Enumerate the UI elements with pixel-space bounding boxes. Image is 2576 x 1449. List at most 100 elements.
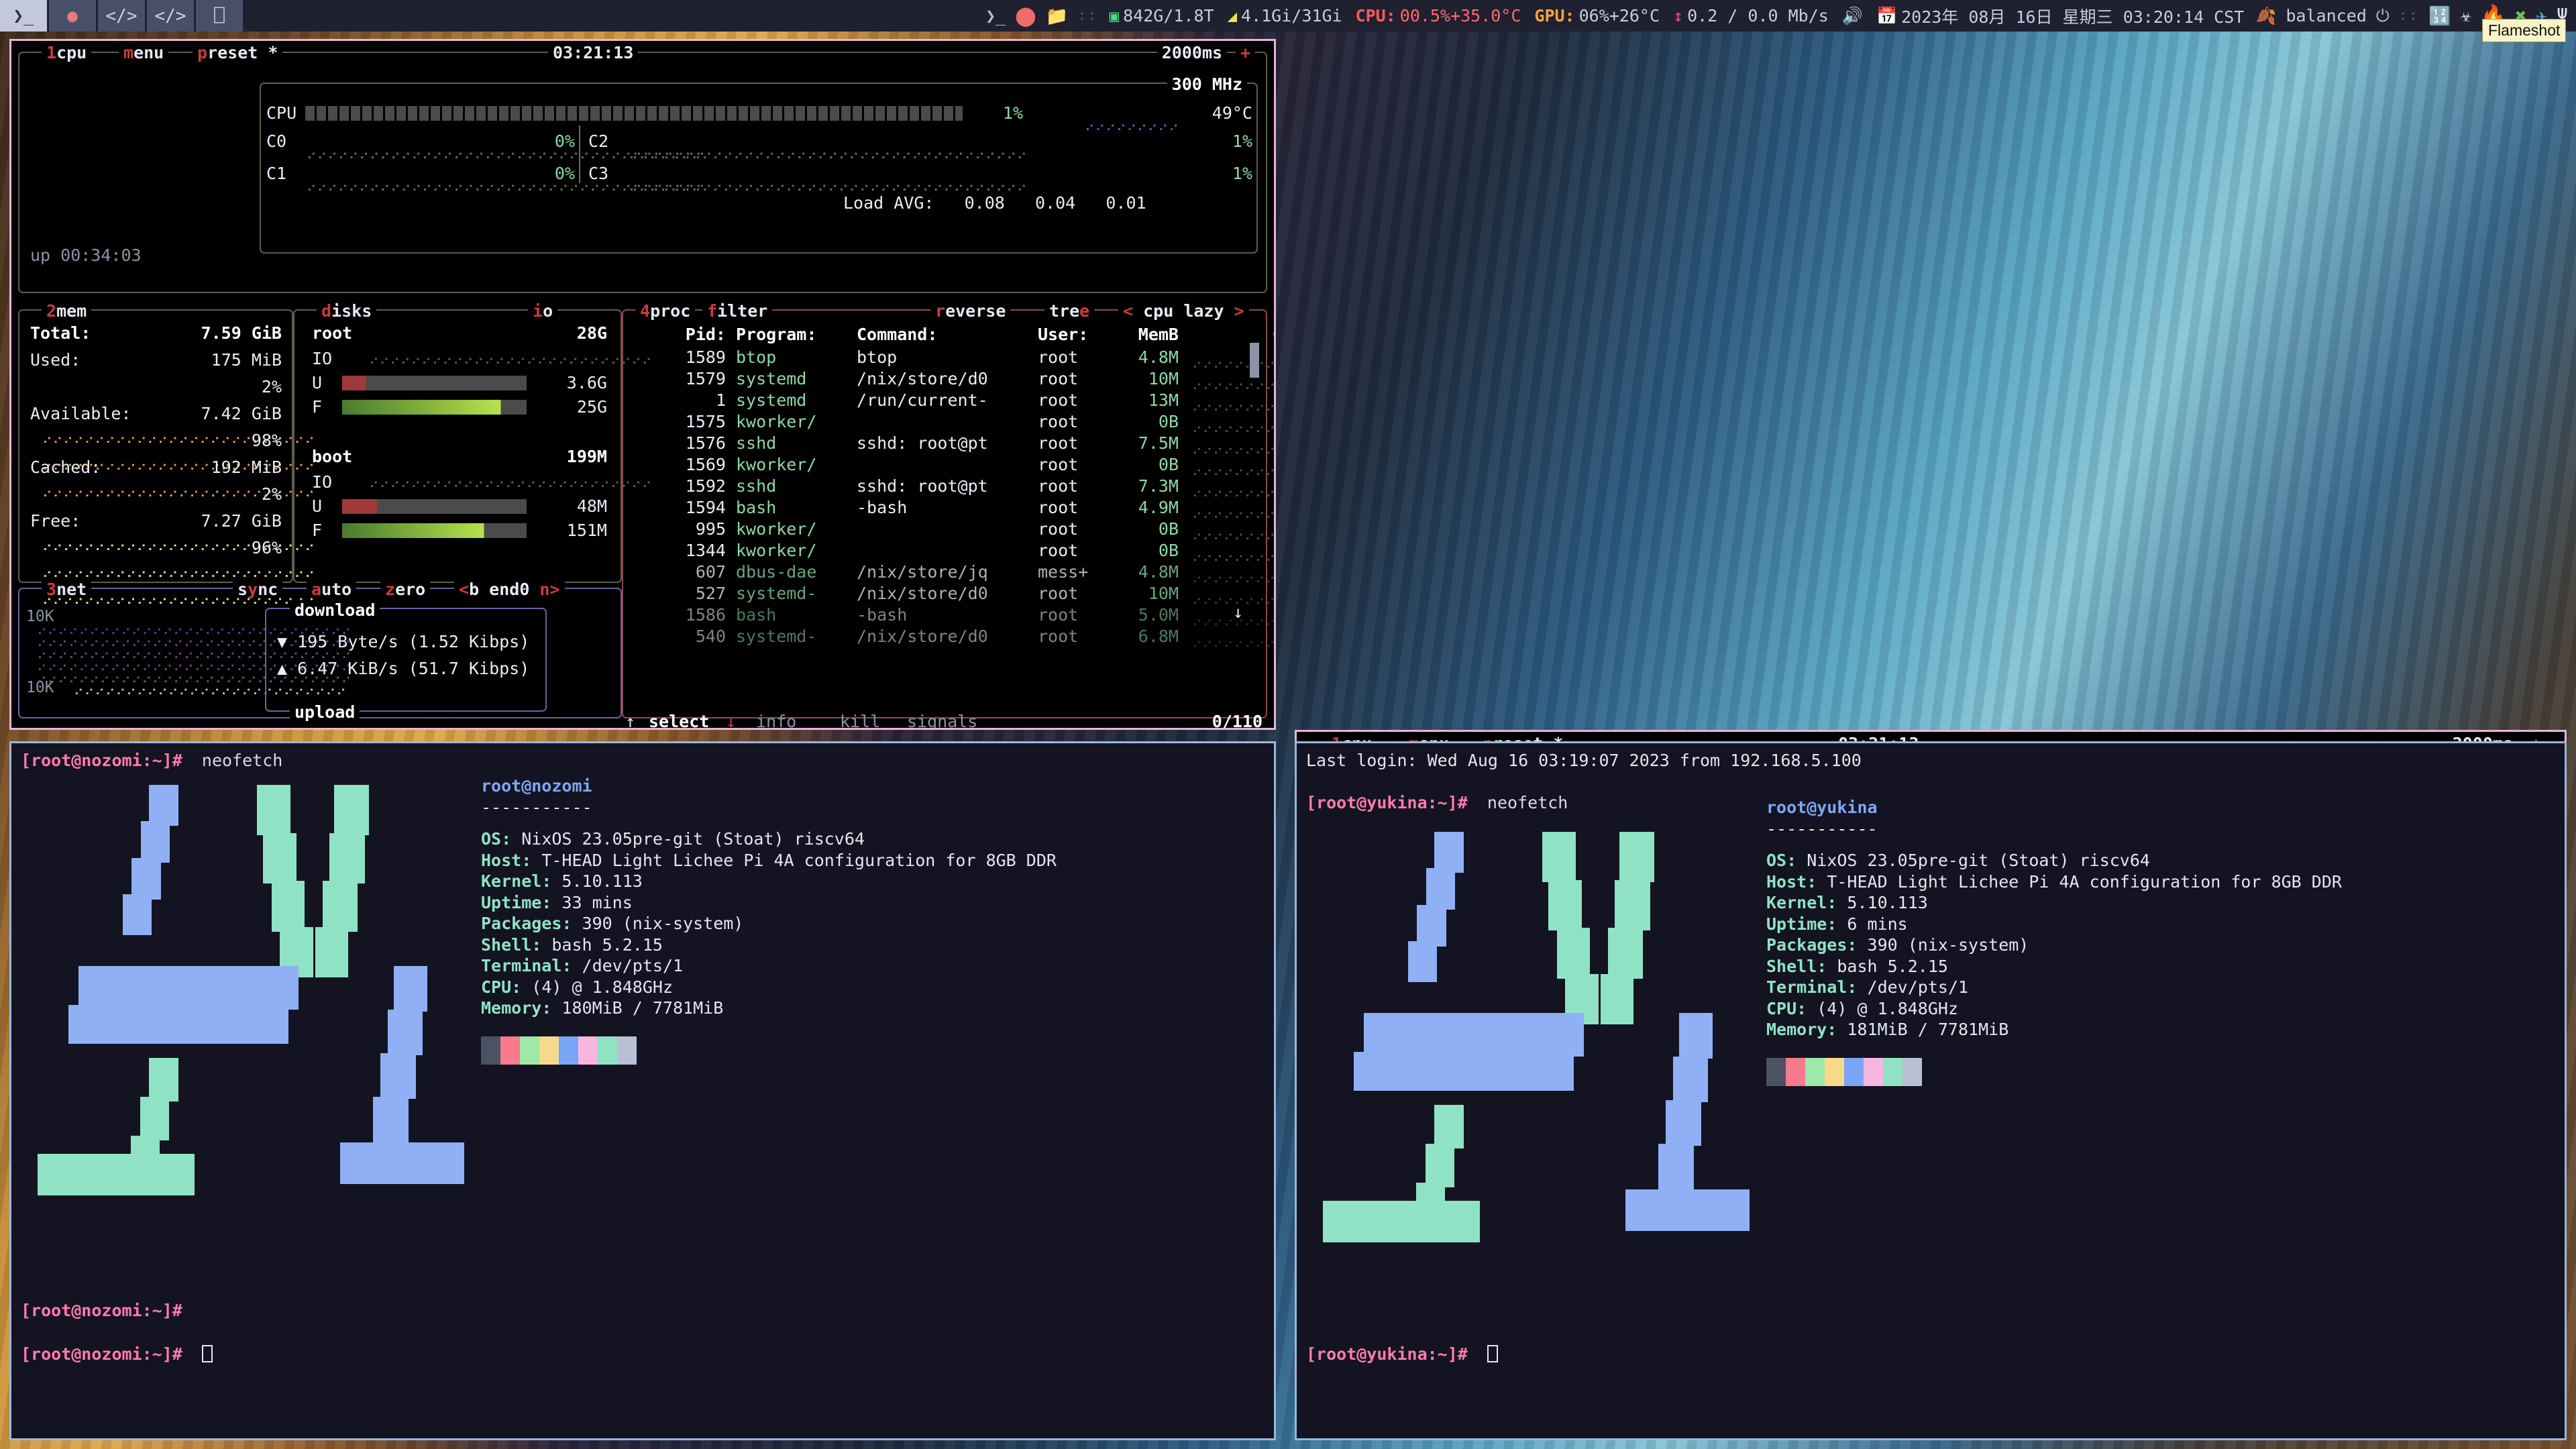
proc-program: systemd [736, 369, 807, 388]
proc-pid: 1576 [685, 433, 726, 453]
neofetch-palette [1766, 1057, 2342, 1091]
cpu-box-title[interactable]: 1cpu [42, 44, 92, 61]
proc-pid: 1579 [685, 369, 726, 388]
cpu-detail-box [260, 83, 1258, 254]
terminal-tray-icon[interactable]: ❯_ [985, 6, 1006, 25]
proc-pid: 1 [715, 390, 726, 410]
proc-pid: 607 [695, 562, 726, 582]
bluetooth-icon[interactable]: 🔢 [2428, 5, 2451, 27]
neofetch-field-key: Kernel: [481, 871, 552, 891]
mem-row: Available:7.42 GiB [30, 404, 282, 423]
display-icon[interactable]: ⎕ [196, 0, 243, 32]
code-icon[interactable]: </> [98, 0, 145, 32]
terminal-left-content[interactable]: [root@nozomi:~]# neofetch root@nozomi --… [11, 743, 1274, 1438]
table-row[interactable]: 1579systemd/nix/store/d0root10M⠊⠊⠊⠊⠊⠊⠊⠊⠊… [635, 366, 1274, 396]
disks-io-title[interactable]: io [528, 303, 558, 319]
proc-sort-selector[interactable]: < cpu lazy > [1118, 303, 1249, 319]
speaker-icon[interactable]: 🔊 [1841, 5, 1863, 25]
proc-scroll-down-arrow[interactable]: ↓ [1232, 602, 1243, 622]
memory-indicator[interactable]: ◢ 4.1Gi/31Gi [1226, 6, 1344, 25]
drag-handle[interactable]: :: [1077, 7, 1098, 24]
leaf-icon[interactable]: 🍂 [2255, 5, 2277, 25]
mem-pct-row: ⠊⠊⠊⠊⠊⠊⠊⠊⠊⠊⠊⠊⠊⠊⠊⠊⠊⠊⠊⠊⠊⠊⠊⠊⠊⠊⠊⠊⠊⠊⠊⠊⠊⠊⠊⠊⠊⠊⠊⠊… [42, 431, 315, 504]
neofetch-field: Kernel: 5.10.113 [1766, 892, 2342, 914]
terminal-window-right[interactable]: Last login: Wed Aug 16 03:19:07 2023 fro… [1295, 741, 2567, 1440]
table-row[interactable]: 527systemd-/nix/store/d0root10M⠊⠊⠊⠊⠊⠊⠊⠊⠊… [635, 580, 1274, 610]
table-row[interactable]: 607 dbus-dae/nix/store/jq mess+ 4.8M ⠊⠊⠊⠊⠊⠊⠊… [635, 559, 1274, 589]
cpu-update-interval[interactable]: 2000ms [1157, 44, 1227, 61]
neofetch-field: Terminal: /dev/pts/1 [481, 955, 1057, 977]
btop-window-left[interactable]: 1cpu menu preset * 03:21:13 2000ms + up 00:34:… [9, 39, 1276, 730]
disk-used-row: U 3.6G [312, 373, 607, 392]
neofetch-field-value: 181MiB / 7781MiB [1847, 1020, 2009, 1039]
cpu-box[interactable] [18, 52, 1267, 293]
terminal-left-prompt-2[interactable]: [root@nozomi:~]# [21, 1344, 213, 1365]
proc-reverse-button[interactable]: reverse [930, 303, 1011, 319]
folder-icon[interactable]: 📁 [1045, 5, 1069, 27]
cpu-preset-button[interactable]: preset * [193, 44, 283, 61]
proc-pid: 1575 [685, 412, 726, 431]
proc-command: -bash [857, 605, 908, 625]
mem-row: Free: 7.27 GiB [30, 511, 282, 531]
power-icon[interactable]: ⏻ [2375, 5, 2390, 25]
status-indicators[interactable]: ❯_ ⬤ 📁 :: ▣ 842G/1.8T ◢ 4.1Gi/31Gi CPU: … [985, 4, 2576, 28]
neofetch-field: Packages: 390 (nix-system) [1766, 934, 2342, 956]
terminal-right-prompt-1[interactable]: [root@yukina:~]# [1306, 1344, 1498, 1365]
load-value: 0.08 [964, 193, 1005, 213]
disk-value: 842G/1.8T [1123, 6, 1214, 25]
code2-icon[interactable]: </> [147, 0, 194, 32]
gpu-indicator[interactable]: GPU: 06%+26°C [1532, 6, 1662, 25]
proc-box-title[interactable]: 4proc [635, 303, 696, 319]
tray-drag-handle[interactable]: :: [2398, 7, 2420, 24]
volume-indicator[interactable]: 🔊 [1840, 6, 1865, 26]
net-sync-button[interactable]: sync [233, 581, 283, 598]
browser-icon[interactable]: ● [49, 0, 96, 32]
cpu-label: CPU: [1355, 6, 1396, 25]
net-zero-button[interactable]: zero [380, 581, 431, 598]
disk-free-meter [342, 400, 527, 415]
neofetch-field-key: Shell: [481, 934, 542, 955]
net-auto-button[interactable]: auto [307, 581, 357, 598]
mem-row: Used:175 MiB [30, 350, 282, 370]
terminal-right-content[interactable]: Last login: Wed Aug 16 03:19:07 2023 fro… [1297, 743, 2565, 1438]
proc-program: kworker/ [736, 412, 817, 431]
load-value: 0.04 [1035, 193, 1076, 213]
network-indicator[interactable]: ↕ 0.2 / 0.0 Mb/s [1671, 6, 1831, 25]
cpu-total-row: CPU 1% 49°C [266, 100, 1252, 127]
table-row[interactable]: 540 systemd-/nix/store/d0 root 6.8M ⠊⠊⠊⠊⠊⠊⠊⠊… [635, 623, 1274, 653]
disk-indicator[interactable]: ▣ 842G/1.8T [1108, 6, 1216, 25]
browser-tray-icon[interactable]: ⬤ [1015, 5, 1036, 27]
disks-box-title[interactable]: disks [317, 303, 377, 319]
net-box-title[interactable]: 3net [42, 581, 92, 598]
cpu-indicator[interactable]: CPU: 00.5%+35.0°C [1354, 6, 1523, 25]
proc-program: systemd- [736, 627, 817, 646]
mem-box-title[interactable]: 2mem [42, 303, 92, 319]
proc-tree-button[interactable]: tree [1044, 303, 1095, 319]
clock-indicator[interactable]: 📅 2023年 08月 16日 星期三 03:20:14 CST [1874, 4, 2246, 28]
core-row: C2 1% [588, 131, 1252, 151]
top-status-bar[interactable]: ❯_ ● </> </> ⎕ ❯_ ⬤ 📁 :: ▣ 842G/1.8T ◢ 4… [0, 0, 2576, 32]
proc-scrollbar[interactable] [1250, 343, 1259, 685]
kdeconnect-icon[interactable]: ☣ [2460, 5, 2472, 26]
proc-column-header: User: [1038, 325, 1089, 344]
proc-filter-button[interactable]: filter [702, 303, 773, 319]
neofetch-field: Shell: bash 5.2.15 [481, 934, 1057, 956]
power-profile-label[interactable]: balanced [2286, 6, 2367, 25]
terminal-left-command-line: [root@nozomi:~]# neofetch [21, 750, 1265, 771]
net-interface-selector[interactable]: <b end0 n> [454, 581, 565, 598]
cpu-menu-button[interactable]: menu [119, 44, 169, 61]
terminal-icon[interactable]: ❯_ [0, 0, 47, 32]
mem-box[interactable] [18, 309, 293, 583]
terminal-window-left[interactable]: [root@nozomi:~]# neofetch root@nozomi --… [9, 741, 1276, 1440]
cpu-interval-plus-button[interactable]: + [1235, 44, 1255, 61]
